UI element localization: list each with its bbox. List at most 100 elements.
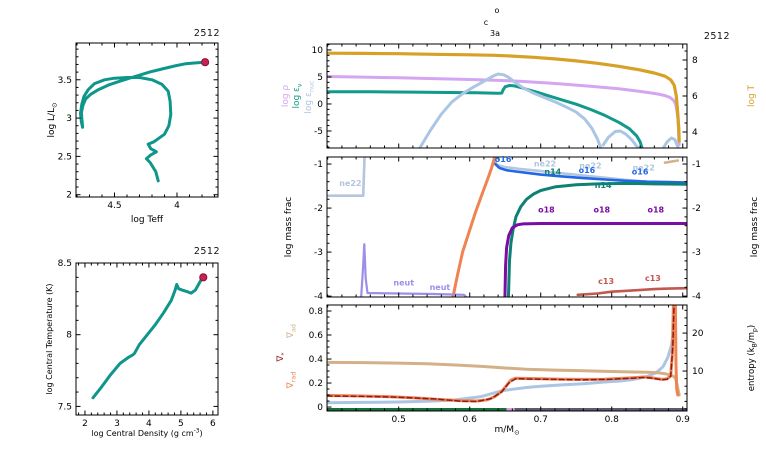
current-model-marker (201, 58, 210, 67)
burn-label-o: o (495, 6, 500, 15)
ylabel-log-rho: log ρ (281, 85, 291, 108)
y-tick-label: -5 (314, 127, 323, 137)
ylabel-log-T: log T (747, 84, 757, 107)
x-tick-label: 0.7 (534, 415, 548, 425)
y-right-tick-label: -4 (692, 292, 701, 302)
y-tick-label: -4 (314, 292, 323, 302)
isotope-label-o16: o16 (495, 155, 512, 164)
ylabel-log-eps-nuc: log εnuc (304, 80, 316, 114)
mix-band (506, 408, 515, 411)
y-right-tick-label: -3 (692, 248, 701, 258)
y-right-tick-label: 4 (692, 128, 698, 138)
y-right-tick-label: -1 (692, 160, 701, 170)
xlabel-profile: m/M⊙ (495, 425, 520, 437)
isotope-label-ne22: ne22 (579, 161, 601, 170)
x-tick-label: 0.5 (392, 415, 406, 425)
burn-label-c: c (484, 18, 488, 27)
series-log-T (326, 51, 681, 143)
series-grad-ad (326, 360, 681, 397)
isotope-label-neut: neut (430, 283, 451, 292)
mix-band (327, 408, 507, 411)
panel-profile-top: 10 5 0 -5 8 6 4 (312, 43, 698, 149)
y-tick-label: 8 (66, 331, 72, 341)
y-tick-label: 7.5 (58, 402, 72, 412)
isotope-label-ne22: ne22 (633, 164, 655, 173)
xlabel-trho: log Central Density (g cm-3) (91, 429, 202, 439)
burn-label-3a: 3a (490, 29, 500, 38)
y-right-tick-label: 20 (692, 329, 704, 339)
panel-profile-bottom: 0.5 0.6 0.7 0.8 0.9 0 0.2 0.4 0.6 0.8 10 20 (309, 304, 704, 425)
ylabel-mass-frac-left: log mass frac (284, 197, 294, 257)
profile-model-number: 2512 (703, 31, 730, 42)
y-tick-label: 3.5 (58, 76, 72, 86)
y-tick-label: 10 (312, 46, 324, 56)
ylabel-hr: log L/L⊙ (47, 102, 59, 137)
series-grad-star (326, 304, 675, 403)
ylabel-mass-frac-right: log mass frac (750, 197, 760, 257)
series-neut (360, 243, 469, 298)
series-c13 (576, 286, 688, 297)
xlabel-hr: log Teff (131, 215, 164, 225)
y-tick-label: 5 (317, 73, 323, 83)
series-hr-track (79, 60, 206, 183)
isotope-label-c13: c13 (645, 274, 661, 283)
ylabel-grad-rad: ∇rad (286, 372, 298, 390)
x-tick-label: 0.8 (605, 415, 620, 425)
y-right-tick-label: 10 (692, 367, 704, 377)
panel-hr: 4.5 4 2 2.5 3 3.5 (58, 42, 219, 211)
hr-model-number: 2512 (193, 28, 220, 39)
series-ne22-core (326, 156, 366, 197)
y-tick-label: 0.8 (309, 307, 324, 317)
ylabel-grad-ad: ∇ad (286, 324, 298, 339)
y-tick-label: 0 (317, 100, 323, 110)
series-grad-rad (326, 304, 680, 403)
series-he4 (451, 156, 497, 298)
isotope-label-c13: c13 (598, 277, 614, 286)
isotope-label-neut: neut (393, 279, 414, 288)
series-log-eps-nuc-3 (661, 136, 680, 149)
panel-trho: 2 3 4 5 6 7.5 8 8.5 (58, 259, 219, 429)
panel-frame (326, 304, 688, 412)
isotope-label-o16: o16 (579, 166, 596, 175)
y-tick-label: 0.2 (309, 379, 323, 389)
x-tick-label: 2 (82, 419, 88, 429)
y-tick-label: -1 (314, 160, 323, 170)
y-tick-label: 0 (317, 403, 323, 413)
isotope-label-o18: o18 (538, 206, 555, 215)
y-tick-label: 8.5 (58, 259, 72, 269)
y-tick-label: 0.4 (309, 355, 324, 365)
series-trho-track (91, 275, 205, 400)
isotope-label-n14: n14 (595, 181, 612, 190)
series-log-eps-nuc (417, 72, 603, 149)
x-tick-label: 4.5 (107, 201, 121, 211)
isotope-label-n14: n14 (544, 168, 561, 177)
x-tick-label: 5 (178, 419, 184, 429)
isotope-label-ne22: ne22 (534, 160, 556, 169)
isotope-label-ne22: ne22 (339, 179, 361, 188)
isotope-label-o18: o18 (647, 206, 664, 215)
panel-frame (326, 156, 688, 298)
y-tick-label: 2.5 (58, 152, 72, 162)
y-right-tick-label: 8 (692, 56, 698, 66)
series-log-eps-nuc-2 (601, 129, 642, 149)
mix-band (514, 408, 687, 411)
current-model-marker (199, 273, 208, 282)
y-tick-label: 2 (66, 191, 72, 201)
ylabel-trho: log Central Temperature (K) (45, 283, 54, 394)
x-tick-label: 0.6 (463, 415, 478, 425)
series-o18 (503, 222, 688, 298)
x-tick-label: 4 (174, 201, 180, 211)
isotope-label-o18: o18 (593, 206, 610, 215)
y-tick-label: -3 (314, 248, 323, 258)
series-log-eps-nu (326, 84, 644, 149)
ylabel-log-eps-nu: log εν (292, 83, 304, 108)
y-tick-label: 3 (66, 114, 72, 124)
panel-frame (75, 42, 219, 198)
x-tick-label: 4 (146, 419, 152, 429)
y-right-tick-label: -2 (692, 204, 701, 214)
panel-frame (75, 262, 219, 416)
x-tick-label: 6 (210, 419, 216, 429)
ylabel-entropy: entropy (kB/mp) (747, 325, 759, 391)
